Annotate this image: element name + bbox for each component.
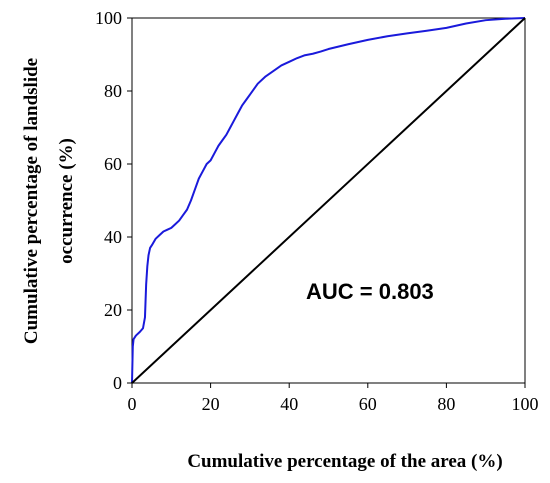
y-axis-title-line-2: occurrence (%) <box>56 138 77 264</box>
y-tick-label: 0 <box>113 373 122 393</box>
y-tick-label: 20 <box>104 300 122 320</box>
y-tick-label: 100 <box>95 8 122 28</box>
y-tick-label: 80 <box>104 81 122 101</box>
roc-curve-line <box>131 17 526 384</box>
x-tick-label: 20 <box>202 394 220 414</box>
series-group <box>131 17 526 384</box>
y-axis-title-line-1: Cumulative percentage of landslide <box>21 58 42 344</box>
y-tick-label: 60 <box>104 154 122 174</box>
axes-group <box>131 17 526 384</box>
x-tick-label: 100 <box>512 394 539 414</box>
annotation-auc: AUC = 0.803 <box>306 279 434 304</box>
x-tick-label: 40 <box>280 394 298 414</box>
diagonal-reference-line <box>131 17 526 384</box>
x-tick-label: 80 <box>437 394 455 414</box>
x-axis-title: Cumulative percentage of the area (%) <box>187 451 502 472</box>
x-tick-label: 0 <box>128 394 137 414</box>
y-tick-label: 40 <box>104 227 122 247</box>
ticks-group: 0 20 40 60 80 100 0 20 40 60 80 100 <box>95 8 539 414</box>
x-tick-label: 60 <box>359 394 377 414</box>
